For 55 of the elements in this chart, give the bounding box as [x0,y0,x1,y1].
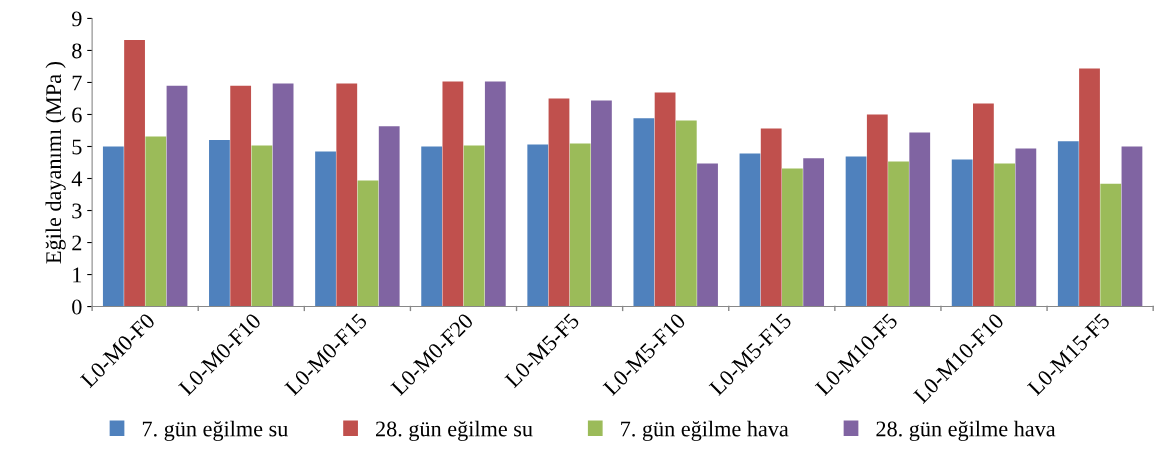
bar [145,136,167,307]
bar [845,156,867,307]
bar [994,163,1016,307]
bar [1057,141,1079,307]
y-axis-title: Eğile dayanımı (MPa ) [45,61,66,264]
bar [230,85,252,307]
y-tick-label: 1 [73,267,82,283]
bar [654,92,676,307]
bar [909,132,931,307]
bar [1079,68,1100,307]
bar [697,163,718,307]
bar [675,120,697,307]
y-tick-label: 8 [72,43,82,59]
bar [251,145,273,307]
bar [124,39,145,307]
bar [357,180,379,307]
bar [421,146,443,307]
bar [973,103,994,307]
bar [633,118,655,307]
bar [102,146,124,307]
y-tick-label: 0 [72,299,82,315]
bar [1015,148,1037,307]
bar [739,153,761,307]
bar [378,126,400,307]
legend-label: 28. gün eğilme hava [876,420,1056,441]
bar [548,98,570,307]
y-tick-label: 4 [71,171,83,187]
y-tick-label: 6 [72,107,82,123]
bar [484,81,506,307]
legend-label: 7. gün eğilme hava [621,420,789,441]
bar [1100,183,1122,307]
y-tick-label: 2 [72,235,82,251]
bar [569,143,591,307]
bar [888,161,909,307]
bar [463,145,485,307]
y-tick-label: 9 [72,11,82,27]
bar [782,168,803,307]
bar [591,100,612,307]
bar [336,83,358,307]
bar [760,128,782,307]
bar [1121,146,1143,307]
legend-label: 7. gün eğilme su [142,420,288,441]
bar [166,85,188,307]
bar [272,83,294,307]
bar [442,81,464,307]
bar [527,144,549,307]
y-tick-label: 7 [72,75,82,91]
y-tick-label: 5 [72,139,82,155]
legend-label: 28. gün eğilme su [376,420,533,441]
bar [866,114,888,307]
y-tick-label: 3 [72,203,82,219]
bar [209,140,230,307]
bar [315,151,336,307]
bar [951,159,973,307]
bar [803,158,825,307]
